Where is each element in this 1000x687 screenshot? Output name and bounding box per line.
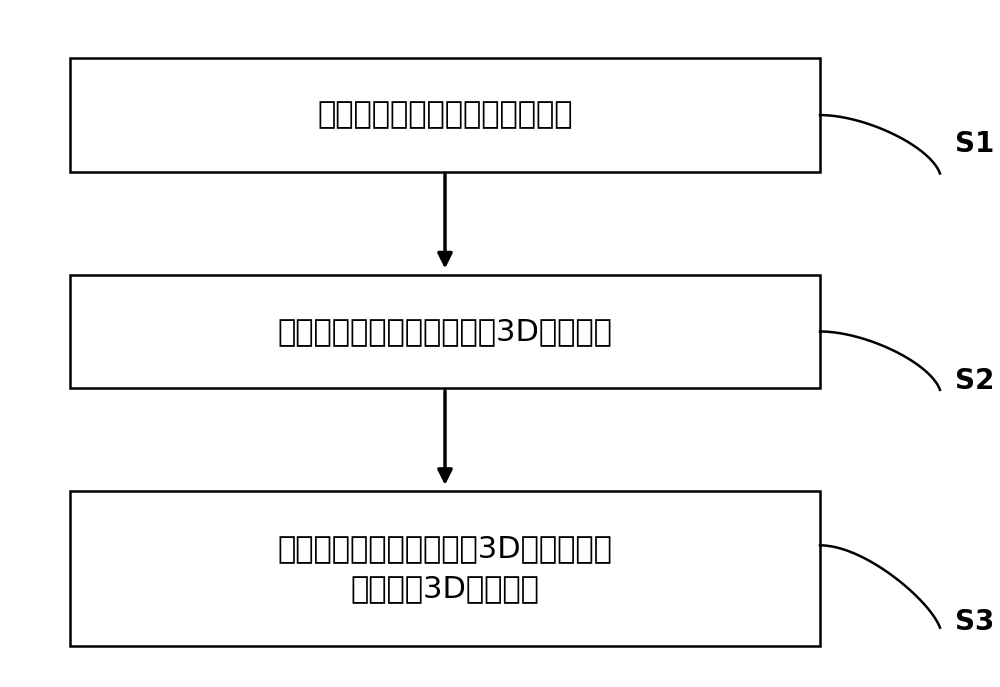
Text: 根据所述语音信息和所述3D会议模型，
生成第一3D展示信息: 根据所述语音信息和所述3D会议模型， 生成第一3D展示信息 [278,534,612,603]
Text: S2: S2 [955,368,994,395]
Text: 获取所述多个会议参与者的3D会议模型: 获取所述多个会议参与者的3D会议模型 [278,317,612,346]
Text: S1: S1 [955,131,994,158]
FancyBboxPatch shape [70,275,820,388]
Text: S3: S3 [955,608,994,635]
FancyBboxPatch shape [70,58,820,172]
Text: 获取多个会议参与者的语音信息: 获取多个会议参与者的语音信息 [317,100,573,130]
FancyBboxPatch shape [70,491,820,646]
